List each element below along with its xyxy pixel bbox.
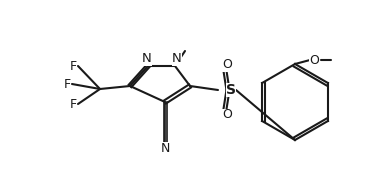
Text: O: O [222, 59, 232, 72]
Text: N: N [160, 141, 170, 155]
Text: F: F [63, 77, 70, 91]
Text: S: S [226, 83, 236, 97]
Text: N: N [142, 52, 152, 66]
Text: O: O [309, 54, 319, 66]
Text: F: F [69, 98, 76, 111]
Text: F: F [69, 59, 76, 72]
Text: O: O [222, 109, 232, 121]
Text: N: N [172, 52, 182, 66]
